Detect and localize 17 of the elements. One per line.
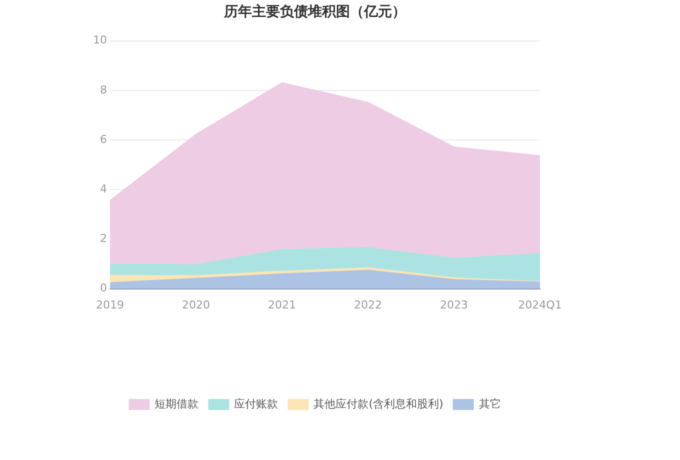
x-tick-label: 2023	[440, 298, 468, 312]
x-tick-label: 2024Q1	[518, 298, 562, 312]
x-tick-label: 2019	[96, 298, 124, 312]
y-tick-label: 6	[100, 132, 107, 146]
y-tick-label: 10	[92, 34, 107, 47]
x-tick-label: 2021	[268, 298, 296, 312]
y-tick-label: 4	[100, 182, 107, 196]
x-tick-label: 2020	[182, 298, 210, 312]
legend-label: 其它	[478, 397, 501, 410]
y-tick-label: 2	[100, 232, 107, 246]
legend-label: 短期借款	[154, 397, 199, 410]
y-tick-label: 8	[100, 83, 107, 96]
x-tick-label: 2022	[354, 298, 382, 312]
legend-label: 应付账款	[234, 397, 278, 410]
legend-label: 其他应付款(含利息和股利)	[314, 397, 444, 410]
y-tick-label: 0	[100, 282, 107, 295]
chart-title: 历年主要负债堆积图（亿元）	[223, 3, 406, 20]
